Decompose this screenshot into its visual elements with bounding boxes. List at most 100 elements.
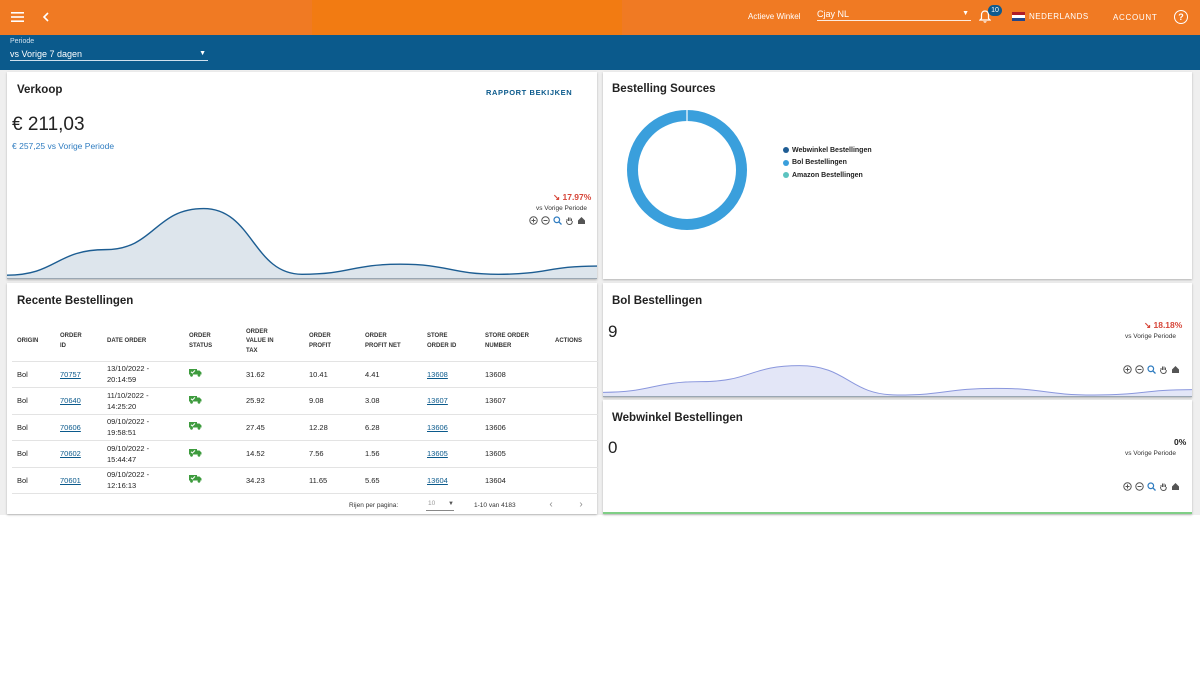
chart-series-line	[7, 207, 597, 276]
cell-order-value: 31.62	[241, 361, 304, 388]
verkoop-amount: € 211,03	[12, 114, 85, 135]
cell-store-order-number: 13608	[480, 361, 550, 388]
legend-label: Bol Bestellingen	[792, 159, 847, 167]
cell-store-order-id: 13608	[422, 361, 480, 388]
shipped-truck-icon	[189, 395, 202, 407]
cell-order-profit-net: 4.41	[360, 361, 422, 388]
order-id-link[interactable]: 70601	[60, 475, 81, 485]
zoom-out-icon[interactable]	[1134, 364, 1144, 374]
chevron-left-icon[interactable]	[38, 9, 54, 25]
table-row: Bol 70640 11/10/2022 -14:25:20 25.92 9.08 3.0…	[12, 387, 598, 415]
store-order-id-link[interactable]: 13605	[427, 449, 448, 459]
home-reset-icon[interactable]	[1170, 364, 1180, 374]
cell-order-value: 25.92	[241, 387, 304, 415]
legend-item-webwinkel[interactable]: Webwinkel Bestellingen	[783, 144, 872, 157]
zoom-out-icon[interactable]	[540, 215, 550, 225]
store-order-id-link[interactable]: 13604	[427, 475, 448, 485]
store-order-id-link[interactable]: 13608	[427, 369, 448, 379]
bell-icon[interactable]	[978, 10, 992, 28]
cell-order-profit-net: 6.28	[360, 414, 422, 441]
sources-donut-chart	[627, 110, 747, 230]
help-icon[interactable]: ?	[1174, 10, 1188, 24]
webwinkel-change-label: vs Vorige Periode	[1125, 450, 1176, 457]
account-button[interactable]: ACCOUNT	[1113, 13, 1158, 22]
legend-item-bol[interactable]: Bol Bestellingen	[783, 157, 872, 170]
store-select-value: Cjay NL	[817, 8, 850, 19]
column-header-order-value[interactable]: ORDER VALUE IN TAX	[241, 323, 304, 362]
store-order-id-link[interactable]: 13606	[427, 422, 448, 432]
rapport-bekijken-button[interactable]: RAPPORT BEKIJKEN	[486, 88, 573, 97]
store-select[interactable]: Cjay NL ▼	[817, 7, 971, 21]
column-header-store-order-id[interactable]: STORE ORDER ID	[422, 323, 480, 362]
table-row: Bol 70757 13/10/2022 -20:14:59 31.62 10.41 4.…	[12, 361, 598, 388]
order-id-link[interactable]: 70640	[60, 396, 81, 406]
rows-per-page-select[interactable]: 10 ▼	[426, 497, 454, 511]
language-selector[interactable]: NEDERLANDS	[1012, 12, 1089, 21]
period-label: Periode	[10, 38, 35, 45]
pan-hand-icon[interactable]	[1158, 481, 1168, 491]
column-header-order-id[interactable]: ORDER ID	[55, 323, 102, 362]
cell-order-profit-net: 3.08	[360, 387, 422, 415]
verkoop-change-label: vs Vorige Periode	[536, 205, 587, 212]
orders-table: ORIGIN ORDER ID DATE ORDER ORDER STATUS OR…	[12, 323, 598, 494]
cell-order-profit-net: 1.56	[360, 440, 422, 468]
cell-order-id: 70640	[55, 387, 102, 415]
bol-change: ↘ 18.18%	[1144, 320, 1183, 330]
top-app-bar: Actieve Winkel Cjay NL ▼ 10 NEDERLANDS A…	[0, 0, 1200, 35]
period-select[interactable]: vs Vorige 7 dagen ▼	[10, 47, 208, 61]
verkoop-area-chart	[7, 207, 597, 279]
zoom-in-icon[interactable]	[1122, 481, 1132, 491]
home-reset-icon[interactable]	[576, 215, 586, 225]
column-header-store-order-number[interactable]: STORE ORDER NUMBER	[480, 323, 550, 362]
cell-store-order-number: 13606	[480, 414, 550, 441]
bol-change-label: vs Vorige Periode	[1125, 333, 1176, 340]
notification-badge: 10	[988, 5, 1002, 16]
column-header-order-status[interactable]: ORDER STATUS	[184, 323, 241, 362]
period-select-value: vs Vorige 7 dagen	[10, 48, 83, 59]
chart-area-fill	[7, 208, 597, 279]
cell-order-profit-net: 5.65	[360, 467, 422, 494]
sources-legend: Webwinkel Bestellingen Bol Bestellingen …	[783, 144, 872, 182]
cell-store-order-id: 13604	[422, 467, 480, 494]
order-id-link[interactable]: 70757	[60, 369, 81, 379]
cell-order-profit: 7.56	[304, 440, 360, 468]
column-header-origin[interactable]: ORIGIN	[12, 323, 55, 362]
column-header-order-profit[interactable]: ORDER PROFIT	[304, 323, 360, 362]
cell-order-value: 14.52	[241, 440, 304, 468]
pan-hand-icon[interactable]	[564, 215, 574, 225]
cell-store-order-id: 13607	[422, 387, 480, 415]
zoom-in-icon[interactable]	[528, 215, 538, 225]
next-page-icon[interactable]: ›	[579, 498, 583, 510]
search-zoom-icon[interactable]	[1146, 481, 1156, 491]
zoom-out-icon[interactable]	[1134, 481, 1144, 491]
table-row: Bol 70606 09/10/2022 -19:58:51 27.45 12.28 6.…	[12, 414, 598, 441]
orders-card: Recente Bestellingen ORIGIN ORDER ID DATE…	[7, 283, 598, 514]
order-id-link[interactable]: 70602	[60, 449, 81, 459]
shipped-truck-icon	[189, 421, 202, 433]
order-id-link[interactable]: 70606	[60, 422, 81, 432]
legend-item-amazon[interactable]: Amazon Bestellingen	[783, 169, 872, 182]
cell-order-id: 70757	[55, 361, 102, 388]
home-reset-icon[interactable]	[1170, 481, 1180, 491]
cell-actions	[550, 387, 598, 415]
pan-hand-icon[interactable]	[1158, 364, 1168, 374]
previous-page-icon[interactable]: ‹	[549, 498, 553, 510]
cell-order-profit: 11.65	[304, 467, 360, 494]
sources-title: Bestelling Sources	[612, 83, 716, 95]
cell-actions	[550, 440, 598, 468]
cell-date-order: 09/10/2022 -12:16:13	[102, 467, 184, 494]
cell-store-order-number: 13607	[480, 387, 550, 415]
webwinkel-count: 0	[608, 438, 618, 457]
zoom-in-icon[interactable]	[1122, 364, 1132, 374]
cell-order-status	[184, 414, 241, 441]
search-zoom-icon[interactable]	[1146, 364, 1156, 374]
donut-slice-1[interactable]	[627, 110, 747, 230]
column-header-date-order[interactable]: DATE ORDER	[102, 323, 184, 362]
store-label: Actieve Winkel	[748, 12, 801, 21]
search-zoom-icon[interactable]	[552, 215, 562, 225]
column-header-order-profit-net[interactable]: ORDER PROFIT NET	[360, 323, 422, 362]
bol-title: Bol Bestellingen	[612, 295, 703, 307]
hamburger-menu-icon[interactable]	[9, 9, 25, 25]
cell-order-value: 27.45	[241, 414, 304, 441]
store-order-id-link[interactable]: 13607	[427, 396, 448, 406]
